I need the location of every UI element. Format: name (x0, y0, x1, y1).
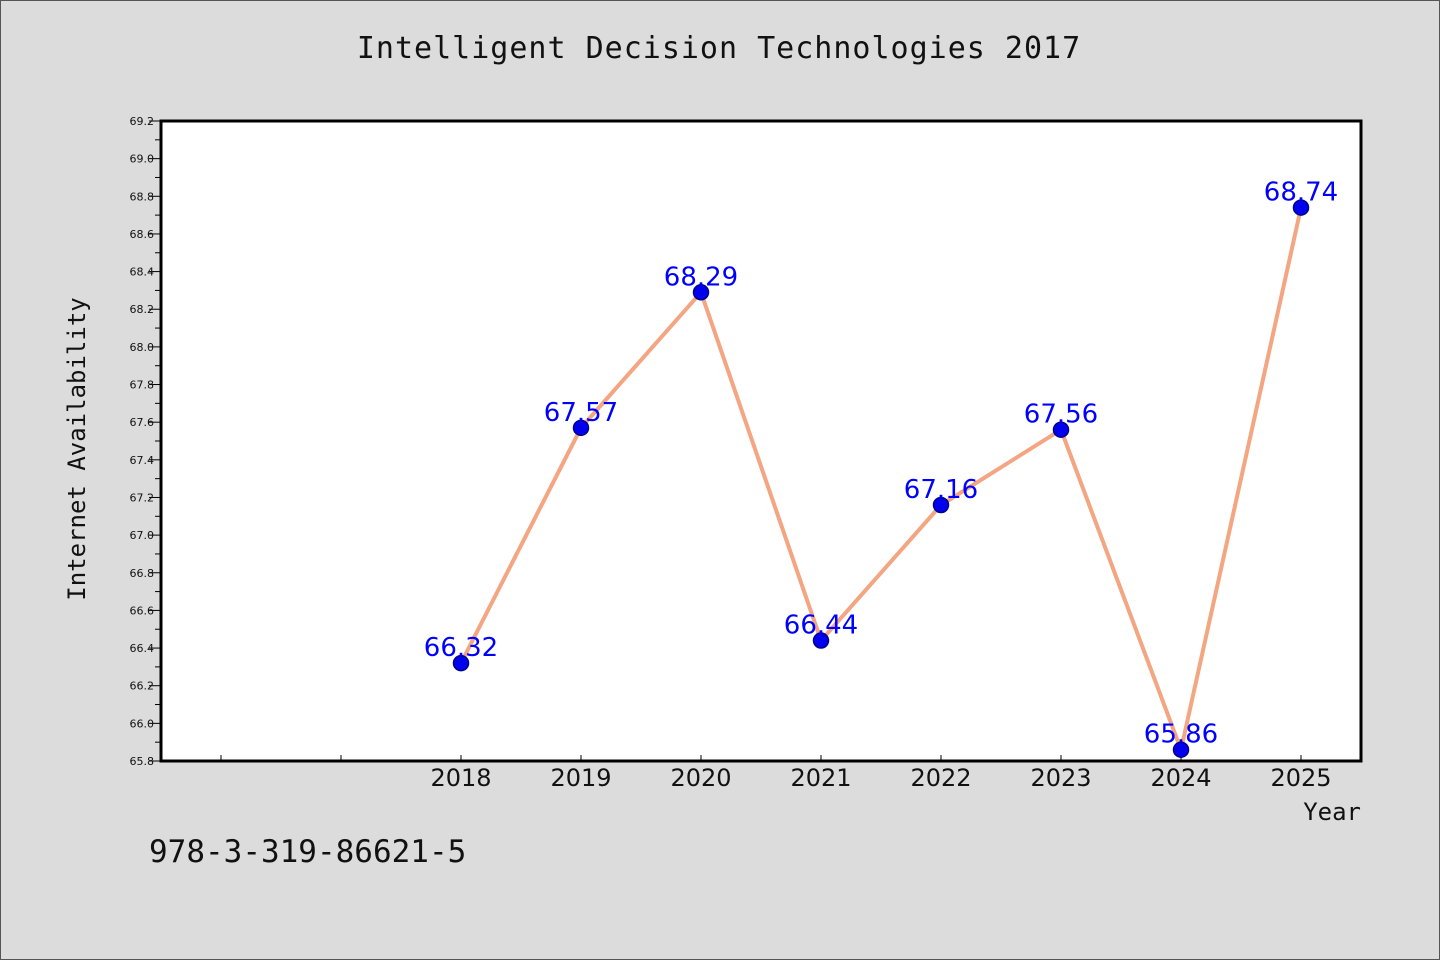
y-tick-label: 68.0 (130, 341, 155, 354)
data-point (1052, 421, 1070, 438)
series-line (459, 207, 1303, 752)
data-label: 68.74 (1264, 178, 1338, 208)
data-label: 67.56 (1024, 400, 1098, 430)
data-point (1172, 741, 1190, 758)
x-tick-label: 2019 (550, 764, 611, 792)
data-label: 65.86 (1144, 720, 1218, 750)
y-tick-label: 69.2 (130, 115, 155, 128)
y-tick-label: 68.4 (130, 266, 155, 279)
y-tick-label: 67.0 (130, 529, 155, 542)
isbn-text: 978-3-319-86621-5 (149, 834, 467, 870)
x-tick-label: 2022 (910, 764, 971, 792)
data-point (572, 419, 590, 437)
data-label: 66.32 (424, 633, 498, 663)
data-point (692, 284, 710, 301)
data-point (452, 654, 470, 672)
x-tick-label: 2018 (430, 764, 491, 792)
y-tick-label: 68.6 (130, 228, 155, 241)
y-tick-label: 66.6 (130, 604, 155, 617)
data-label: 66.44 (784, 611, 858, 641)
y-tick-label: 66.0 (130, 717, 155, 730)
x-tick-label: 2023 (1030, 764, 1091, 792)
y-tick-label: 67.8 (130, 379, 155, 392)
y-tick-label: 66.2 (130, 680, 155, 693)
chart-title: Intelligent Decision Technologies 2017 (356, 31, 1082, 66)
y-tick-label: 67.6 (130, 416, 155, 429)
y-tick-label: 67.4 (130, 454, 155, 467)
y-tick-label: 67.2 (130, 491, 155, 504)
data-point (1292, 199, 1310, 216)
data-label: 67.57 (544, 398, 618, 428)
x-tick-label: 2021 (790, 764, 851, 792)
y-tick-label: 66.4 (130, 642, 155, 655)
x-tick-label: 2025 (1270, 764, 1331, 792)
y-tick-label: 69.0 (130, 153, 155, 166)
data-point (812, 632, 830, 649)
x-tick-label: 2020 (670, 764, 731, 792)
y-tick-label: 65.8 (130, 755, 155, 768)
x-tick-label: 2024 (1150, 764, 1211, 792)
data-label: 68.29 (664, 262, 738, 292)
y-tick-label: 66.8 (130, 567, 155, 580)
y-axis-title: Internet Availability (63, 297, 91, 600)
y-tick-label: 68.8 (130, 190, 155, 203)
y-tick-label: 68.2 (130, 303, 155, 316)
plot-area (159, 119, 1363, 763)
data-point (932, 496, 950, 514)
data-label: 67.16 (904, 475, 978, 505)
x-axis-title: Year (1303, 798, 1361, 826)
